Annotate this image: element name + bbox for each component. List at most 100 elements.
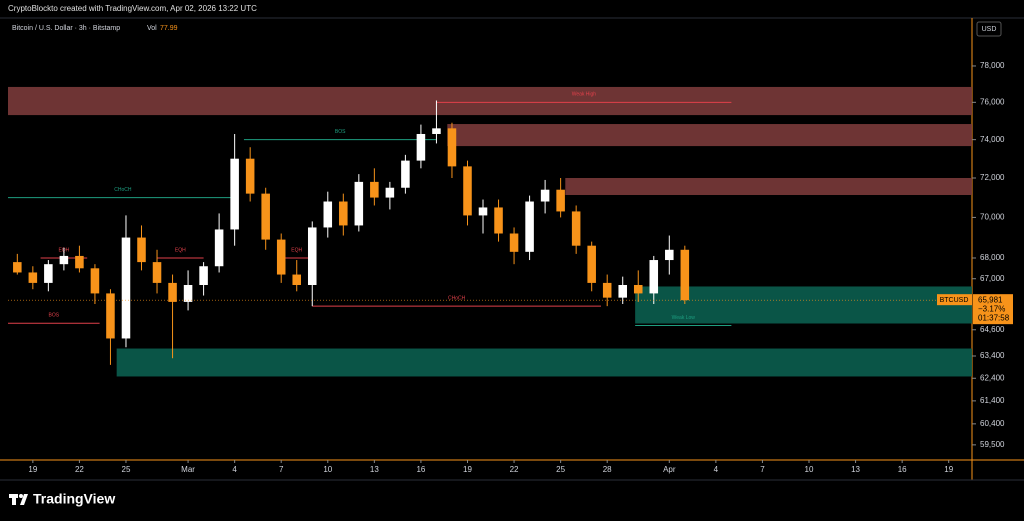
x-tick-label: 10 — [805, 465, 814, 474]
y-tick-label: 67,000 — [980, 274, 1005, 283]
candle-body — [478, 207, 488, 216]
candle-body — [106, 293, 115, 339]
candle-body — [90, 268, 100, 294]
structure-label: CHoCH — [114, 187, 132, 193]
candle-body — [28, 272, 38, 283]
candle-body — [680, 249, 690, 301]
candle-body — [665, 249, 674, 261]
logo-shape — [19, 494, 23, 498]
candle-body — [494, 207, 503, 234]
x-tick-label: 4 — [714, 465, 719, 474]
y-tick-label: 76,000 — [980, 97, 1005, 106]
price-change: −3.17% — [978, 304, 1005, 313]
currency-box[interactable] — [976, 21, 1002, 37]
structure-label: EQH — [291, 247, 302, 253]
symbol-tag — [937, 294, 972, 306]
currency: USD — [982, 26, 997, 33]
zone — [635, 286, 972, 324]
x-tick-label: 13 — [851, 465, 860, 474]
x-tick-label: 7 — [279, 465, 284, 474]
structure-label: CHoCH — [448, 295, 466, 301]
candle-body — [121, 237, 131, 339]
structure-label: Weak Low — [672, 315, 696, 321]
candle-body — [540, 189, 550, 202]
y-tick-label: 74,000 — [980, 135, 1005, 144]
candle-body — [307, 227, 317, 286]
credit: CryptoBlockto created with TradingView.c… — [8, 4, 257, 13]
candle-body — [354, 181, 364, 226]
x-tick-label: 25 — [556, 465, 565, 474]
x-tick-label: 7 — [760, 465, 765, 474]
candle-body — [618, 285, 627, 298]
structure-label: BOS — [335, 129, 346, 135]
brand: TradingView — [33, 491, 115, 507]
candle-body — [137, 237, 146, 263]
candle-body — [633, 285, 643, 294]
candle-body — [13, 262, 22, 273]
candle-body — [276, 239, 286, 275]
zone — [8, 86, 972, 116]
candle-body — [183, 285, 193, 302]
candle-body — [401, 160, 410, 188]
x-tick-label: Mar — [181, 465, 195, 474]
candle-body — [370, 181, 379, 198]
candle-body — [385, 187, 395, 198]
candle-body — [292, 274, 302, 286]
y-tick-label: 63,400 — [980, 351, 1005, 360]
y-tick-label: 59,500 — [980, 440, 1005, 449]
chart-title: Bitcoin / U.S. Dollar · 3h · Bitstamp — [12, 25, 120, 32]
candle-body — [214, 229, 224, 267]
x-tick-label: 22 — [75, 465, 84, 474]
x-tick-label: 28 — [603, 465, 612, 474]
candle-body — [44, 264, 53, 283]
symbol: BTCUSD — [940, 297, 969, 304]
candle-body — [168, 282, 177, 302]
candle-body — [323, 201, 333, 228]
candle-body — [152, 262, 162, 283]
volume: 77.99 — [160, 25, 178, 32]
candle-body — [339, 201, 348, 226]
candle-body — [509, 233, 519, 252]
candle-body — [525, 201, 534, 252]
candle-body — [587, 245, 596, 283]
zone — [116, 348, 972, 377]
logo — [9, 494, 28, 505]
price-tag — [973, 294, 1013, 325]
x-tick-label: 19 — [28, 465, 37, 474]
candle-body — [261, 193, 270, 240]
y-tick-label: 62,400 — [980, 373, 1005, 382]
y-tick-label: 78,000 — [980, 61, 1005, 70]
candle-body — [649, 260, 659, 294]
candle-body — [245, 158, 255, 194]
structure-label: Weak High — [572, 92, 597, 98]
y-tick-label: 64,600 — [980, 325, 1005, 334]
candle-body — [571, 211, 581, 246]
x-tick-label: Apr — [663, 465, 676, 474]
candle-body — [59, 255, 69, 265]
x-tick-label: 16 — [898, 465, 907, 474]
candle-body — [230, 158, 239, 230]
x-tick-label: 16 — [416, 465, 425, 474]
x-tick-label: 22 — [510, 465, 519, 474]
x-tick-label: 19 — [463, 465, 472, 474]
candle-body — [75, 255, 84, 269]
x-tick-label: 13 — [370, 465, 379, 474]
candle-body — [447, 128, 457, 167]
x-tick-label: 4 — [232, 465, 237, 474]
y-tick-label: 72,000 — [980, 173, 1005, 182]
y-tick-label: 60,400 — [980, 419, 1005, 428]
x-tick-label: 25 — [122, 465, 131, 474]
x-tick-label: 10 — [323, 465, 332, 474]
logo-shape — [20, 494, 28, 505]
price-label: 65,981 — [978, 295, 1003, 304]
y-tick-label: 70,000 — [980, 213, 1005, 222]
candle-body — [199, 266, 208, 286]
structure-label: BOS — [49, 313, 60, 319]
logo-shape — [12, 494, 16, 505]
candle-body — [556, 189, 565, 212]
zone — [565, 177, 972, 196]
y-tick-label: 68,000 — [980, 253, 1005, 262]
